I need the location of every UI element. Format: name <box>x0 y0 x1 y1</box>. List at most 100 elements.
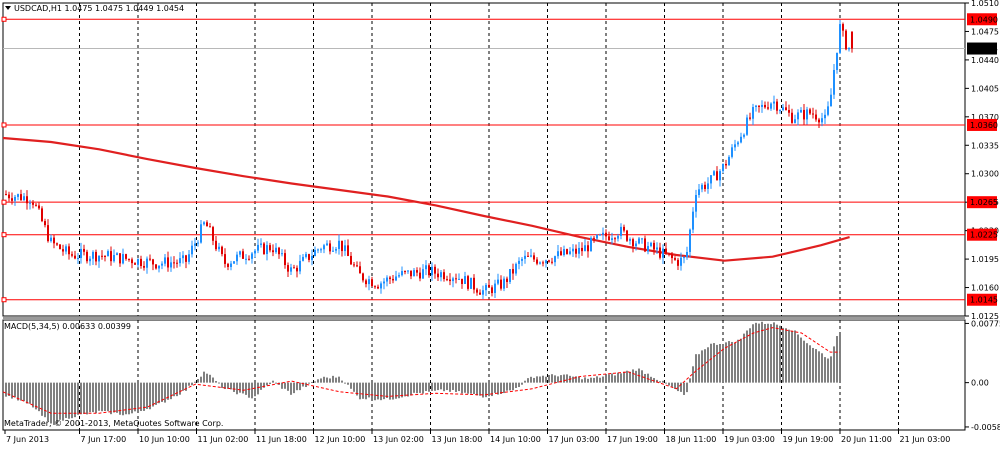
candle-body <box>248 258 250 260</box>
x-tick-label: 19 Jun 19:00 <box>783 435 834 444</box>
macd-histogram-bar <box>503 382 505 394</box>
candle-body <box>458 278 460 280</box>
macd-histogram-bar <box>38 382 40 412</box>
candle-body <box>539 262 541 264</box>
macd-histogram-bar <box>737 339 739 383</box>
candle-body <box>263 243 265 255</box>
macd-histogram-bar <box>833 346 835 383</box>
macd-panel-frame <box>2 319 966 431</box>
macd-histogram-bar <box>521 382 523 385</box>
candle-body <box>587 245 589 252</box>
macd-histogram-bar <box>239 382 241 393</box>
candle-body <box>266 245 268 255</box>
candle-body <box>665 248 667 254</box>
macd-histogram-bar <box>413 382 415 393</box>
candle-body <box>776 101 778 111</box>
candle-body <box>794 119 796 123</box>
candle-body <box>176 262 178 264</box>
macd-histogram-bar <box>143 382 145 411</box>
macd-histogram-bar <box>752 324 754 383</box>
candle-body <box>773 101 775 104</box>
candle-body <box>512 269 514 274</box>
candle-body <box>626 230 628 241</box>
candle-body <box>110 251 112 262</box>
x-tick-label: 12 Jun 10:00 <box>315 435 366 444</box>
candle-body <box>797 112 799 120</box>
x-tick-label: 17 Jun 19:00 <box>607 435 658 444</box>
price-level-tag <box>967 228 997 241</box>
macd-histogram-bar <box>245 382 247 395</box>
candle-body <box>23 196 25 201</box>
macd-histogram-bar <box>725 342 727 383</box>
candle-body <box>671 254 673 259</box>
macd-histogram-bar <box>431 382 433 391</box>
macd-histogram-bar <box>839 334 841 383</box>
macd-histogram-bar <box>482 382 484 398</box>
macd-histogram-bar <box>338 376 340 383</box>
macd-histogram-bar <box>683 382 685 395</box>
macd-histogram-bar <box>674 382 676 389</box>
macd-histogram-bar <box>530 376 532 383</box>
macd-histogram-bar <box>527 378 529 383</box>
candle-body <box>806 109 808 120</box>
candle-body <box>41 208 43 222</box>
candle-body <box>548 260 550 262</box>
candle-body <box>830 94 832 107</box>
macd-histogram-bar <box>755 322 757 383</box>
macd-histogram-bar <box>173 382 175 397</box>
macd-histogram-bar <box>539 376 541 383</box>
macd-histogram-bar <box>77 382 79 415</box>
candle-body <box>38 205 40 209</box>
candle-body <box>53 237 55 244</box>
candle-body <box>644 238 646 252</box>
candle-body <box>668 253 670 255</box>
macd-histogram-bar <box>329 378 331 383</box>
macd-histogram-bar <box>104 382 106 411</box>
macd-histogram-bar <box>368 382 370 398</box>
candle-body <box>353 264 355 266</box>
macd-histogram-bar <box>326 377 328 383</box>
macd-histogram-bar <box>776 324 778 383</box>
macd-histogram-bar <box>62 382 64 421</box>
candle-body <box>728 156 730 166</box>
macd-histogram-bar <box>80 382 82 415</box>
candle-body <box>611 238 613 240</box>
macd-histogram-bar <box>608 374 610 383</box>
candle-body <box>143 265 145 268</box>
candle-body <box>440 272 442 278</box>
candle-body <box>680 257 682 266</box>
y-tick-label: 1.0370 <box>971 113 999 122</box>
candle-body <box>599 234 601 236</box>
macd-histogram-bar <box>443 382 445 392</box>
macd-histogram-bar <box>398 382 400 399</box>
candle-body <box>20 194 22 201</box>
candle-body <box>131 259 133 264</box>
candle-body <box>8 194 10 199</box>
current-price-tag <box>967 42 997 55</box>
macd-histogram-bar <box>371 382 373 400</box>
candle-body <box>98 255 100 262</box>
candle-body <box>59 244 61 250</box>
macd-histogram-bar <box>818 351 820 383</box>
candle-body <box>710 175 712 184</box>
candle-body <box>209 226 211 228</box>
y-tick-label: 1.0160 <box>971 284 999 293</box>
macd-histogram-bar <box>281 382 283 389</box>
macd-histogram-bar <box>617 372 619 383</box>
candle-body <box>212 227 214 241</box>
macd-histogram-bar <box>743 333 745 383</box>
macd-histogram-bar <box>809 345 811 383</box>
macd-histogram-bar <box>830 356 832 383</box>
candle-body <box>560 251 562 256</box>
macd-histogram-bar <box>488 382 490 397</box>
macd-histogram-bar <box>671 382 673 387</box>
candle-body <box>377 286 379 289</box>
macd-histogram-bar <box>509 382 511 391</box>
candle-body <box>35 204 37 206</box>
candle-body <box>533 255 535 260</box>
candle-body <box>674 258 676 260</box>
macd-histogram-bar <box>719 344 721 383</box>
macd-histogram-bar <box>803 340 805 383</box>
